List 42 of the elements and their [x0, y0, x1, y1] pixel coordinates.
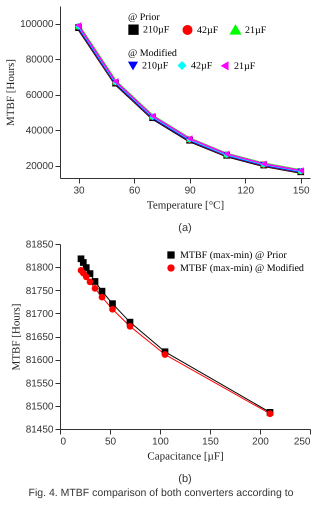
- x-tick-label: 0: [60, 436, 66, 448]
- y-axis-title: MTBF [Hours]: [5, 59, 18, 126]
- y-tick-label: 81650: [26, 332, 54, 343]
- legend-label: 21µF: [234, 60, 256, 72]
- x-axis-title: Capacitance [µF]: [147, 450, 224, 462]
- y-tick-label: 100000: [20, 19, 54, 30]
- x-axis-title: Temperature [°C]: [146, 200, 224, 212]
- legend-label: MTBF (max-min) @ Modified: [180, 263, 304, 274]
- y-tick-label: 60000: [26, 90, 54, 102]
- text: @ Prior: [128, 12, 160, 23]
- x-tick-label: 100: [152, 436, 170, 448]
- y-tick-label: 81850: [26, 240, 54, 250]
- legend-label: 42µF: [197, 24, 219, 36]
- x-tick-label: 150: [202, 436, 220, 448]
- y-tick-label: 81450: [26, 424, 54, 436]
- legend-label: 210µF: [142, 60, 169, 72]
- text: (a): [178, 222, 192, 234]
- text: @ Modified: [128, 48, 177, 59]
- x-tick-label: 50: [104, 436, 116, 448]
- x-tick-label: 250: [294, 436, 311, 448]
- x-tick-label: 200: [252, 436, 270, 448]
- legend-label: 21µF: [245, 25, 267, 36]
- caption: Fig. 4. MTBF comparison of both converters according to: [28, 487, 294, 499]
- y-tick-label: 81600: [26, 355, 54, 366]
- legend-label: 210µF: [143, 24, 170, 36]
- x-tick-label: 90: [184, 186, 196, 196]
- x-tick-label: 30: [73, 186, 86, 196]
- y-tick-label: 40000: [26, 126, 54, 137]
- x-tick-label: 120: [237, 186, 254, 196]
- y-tick-label: 81550: [26, 378, 54, 390]
- y-tick-label: 80000: [26, 54, 54, 66]
- y-axis-title: MTBF [Hours]: [10, 304, 23, 370]
- legend-label: 42µF: [191, 60, 213, 72]
- text: (b): [178, 473, 192, 485]
- legend-label: MTBF (max-min) @ Prior: [180, 250, 288, 261]
- x-tick-label: 150: [292, 186, 310, 196]
- y-tick-label: 81750: [26, 286, 54, 297]
- y-tick-label: 81500: [26, 401, 54, 412]
- y-tick-label: 81700: [26, 308, 54, 320]
- y-tick-label: 20000: [26, 161, 54, 172]
- x-tick-label: 60: [129, 186, 141, 196]
- y-tick-label: 81800: [26, 262, 54, 274]
